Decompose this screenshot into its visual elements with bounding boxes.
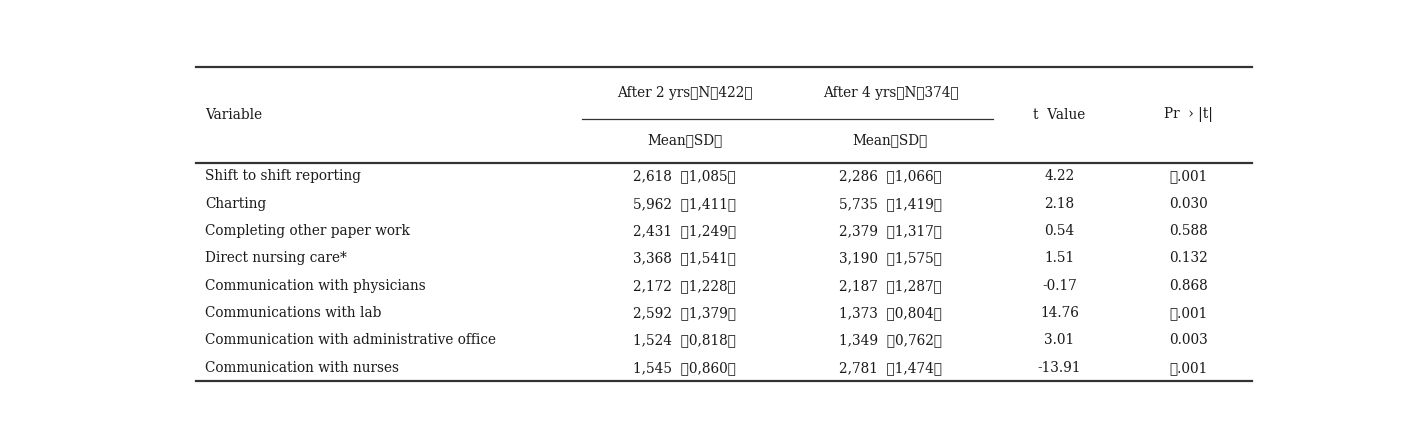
Text: Pr  › |t|: Pr › |t| <box>1164 107 1214 122</box>
Text: Shift to shift reporting: Shift to shift reporting <box>205 169 362 183</box>
Text: -13.91: -13.91 <box>1037 361 1081 375</box>
Text: ＜.001: ＜.001 <box>1170 169 1208 183</box>
Text: 1,524  （0,818）: 1,524 （0,818） <box>633 333 736 348</box>
Text: 2,187  （1,287）: 2,187 （1,287） <box>839 279 942 293</box>
Text: 3.01: 3.01 <box>1044 333 1074 348</box>
Text: 2,781  （1,474）: 2,781 （1,474） <box>839 361 942 375</box>
Text: 14.76: 14.76 <box>1040 306 1078 320</box>
Text: 2,618  （1,085）: 2,618 （1,085） <box>633 169 736 183</box>
Text: Communications with lab: Communications with lab <box>205 306 382 320</box>
Text: Communication with physicians: Communication with physicians <box>205 279 425 293</box>
Text: 0.003: 0.003 <box>1170 333 1208 348</box>
Text: 0.588: 0.588 <box>1170 224 1208 238</box>
Text: 1,545  （0,860）: 1,545 （0,860） <box>633 361 736 375</box>
Text: 2,592  （1,379）: 2,592 （1,379） <box>633 306 736 320</box>
Text: 2,286  （1,066）: 2,286 （1,066） <box>839 169 942 183</box>
Text: 2.18: 2.18 <box>1044 197 1074 211</box>
Text: Communication with administrative office: Communication with administrative office <box>205 333 496 348</box>
Text: ＜.001: ＜.001 <box>1170 361 1208 375</box>
Text: Charting: Charting <box>205 197 266 211</box>
Text: ＜.001: ＜.001 <box>1170 306 1208 320</box>
Text: 0.54: 0.54 <box>1044 224 1074 238</box>
Text: Completing other paper work: Completing other paper work <box>205 224 410 238</box>
Text: After 2 yrs（N＝422）: After 2 yrs（N＝422） <box>617 86 752 100</box>
Text: Mean（SD）: Mean（SD） <box>853 134 928 148</box>
Text: 0.868: 0.868 <box>1170 279 1208 293</box>
Text: 2,379  （1,317）: 2,379 （1,317） <box>839 224 942 238</box>
Text: 1.51: 1.51 <box>1044 251 1074 266</box>
Text: 1,349  （0,762）: 1,349 （0,762） <box>839 333 942 348</box>
Text: 0.030: 0.030 <box>1170 197 1208 211</box>
Text: 3,368  （1,541）: 3,368 （1,541） <box>633 251 736 266</box>
Text: Variable: Variable <box>205 108 263 122</box>
Text: Direct nursing care*: Direct nursing care* <box>205 251 348 266</box>
Text: 5,962  （1,411）: 5,962 （1,411） <box>633 197 736 211</box>
Text: 1,373  （0,804）: 1,373 （0,804） <box>839 306 942 320</box>
Text: Communication with nurses: Communication with nurses <box>205 361 398 375</box>
Text: 2,431  （1,249）: 2,431 （1,249） <box>633 224 736 238</box>
Text: After 4 yrs（N＝374）: After 4 yrs（N＝374） <box>822 86 958 100</box>
Text: 0.132: 0.132 <box>1170 251 1208 266</box>
Text: 2,172  （1,228）: 2,172 （1,228） <box>633 279 736 293</box>
Text: 3,190  （1,575）: 3,190 （1,575） <box>839 251 942 266</box>
Text: t  Value: t Value <box>1033 108 1085 122</box>
Text: Mean（SD）: Mean（SD） <box>647 134 722 148</box>
Text: 4.22: 4.22 <box>1044 169 1074 183</box>
Text: -0.17: -0.17 <box>1041 279 1077 293</box>
Text: 5,735  （1,419）: 5,735 （1,419） <box>839 197 942 211</box>
